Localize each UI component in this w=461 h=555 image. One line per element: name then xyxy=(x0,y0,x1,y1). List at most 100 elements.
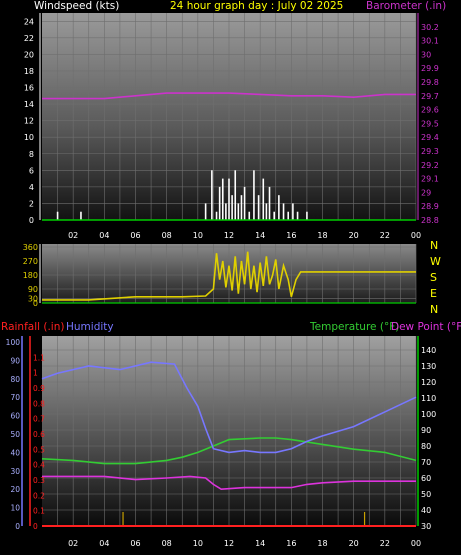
wind-xtick-20: 20 xyxy=(349,231,359,240)
humidity-ytick-90: 90 xyxy=(10,356,20,365)
rain-ytick-0.3: 0.3 xyxy=(33,476,45,485)
wind-ytick-4: 4 xyxy=(29,183,34,192)
humidity-ytick-0: 0 xyxy=(15,522,20,531)
wind-direction-line xyxy=(42,251,416,301)
wind-ytick-12: 12 xyxy=(24,117,34,126)
chart-title: 24 hour graph day : July 02 2025 xyxy=(170,0,343,12)
baro-ytick-29.8: 29.8 xyxy=(421,78,439,87)
series-layer xyxy=(41,92,417,527)
temp-xtick-22: 22 xyxy=(380,539,390,548)
baro-ytick-30.1: 30.1 xyxy=(421,37,439,46)
wind-xtick-06: 06 xyxy=(130,231,140,240)
temp-xtick-18: 18 xyxy=(317,539,327,548)
rain-ytick-0.1: 0.1 xyxy=(33,507,45,516)
wind-xtick-22: 22 xyxy=(380,231,390,240)
temp-ytick-60: 60 xyxy=(421,474,431,483)
wind-ytick-0: 0 xyxy=(29,216,34,225)
humidity-ytick-40: 40 xyxy=(10,448,20,457)
direction-ytick-180: 180 xyxy=(23,271,38,280)
humidity-ytick-20: 20 xyxy=(10,485,20,494)
baro-ytick-29.9: 29.9 xyxy=(421,64,439,73)
wind-xtick-18: 18 xyxy=(317,231,327,240)
rain-ytick-0.4: 0.4 xyxy=(33,461,45,470)
temperature-line xyxy=(41,437,417,465)
direction-ytick-90: 90 xyxy=(28,285,38,294)
rain-ytick-1.1: 1.1 xyxy=(33,353,45,362)
direction-label-n-top: N xyxy=(430,239,438,252)
rain-ytick-0: 0 xyxy=(33,522,38,531)
temp-xtick-20: 20 xyxy=(349,539,359,548)
wind-xtick-00: 00 xyxy=(411,231,421,240)
baro-ytick-29.1: 29.1 xyxy=(421,175,439,184)
rain-ytick-1: 1 xyxy=(33,369,38,378)
wind-ytick-24: 24 xyxy=(24,17,34,26)
temp-ytick-140: 140 xyxy=(421,346,436,355)
temp-xtick-08: 08 xyxy=(162,539,172,548)
temp-xtick-02: 02 xyxy=(68,539,78,548)
dew-point-axis-title: Dew Point (°F) xyxy=(391,321,461,333)
temp-xtick-12: 12 xyxy=(224,539,234,548)
humidity-axis-title: Humidity xyxy=(66,321,114,333)
temp-xtick-06: 06 xyxy=(130,539,140,548)
wind-ytick-2: 2 xyxy=(29,199,34,208)
baro-ytick-29.6: 29.6 xyxy=(421,106,439,115)
baro-ytick-29.7: 29.7 xyxy=(421,92,439,101)
direction-ytick-30: 30 xyxy=(28,294,38,303)
wind-xtick-14: 14 xyxy=(255,231,265,240)
barometer-line xyxy=(42,92,416,100)
wind-ytick-14: 14 xyxy=(24,100,34,109)
humidity-ytick-100: 100 xyxy=(6,338,21,347)
windspeed-axis-title: Windspeed (kts) xyxy=(34,0,119,12)
baro-ytick-29: 29 xyxy=(421,188,431,197)
wind-ytick-10: 10 xyxy=(24,133,34,142)
wind-xtick-08: 08 xyxy=(162,231,172,240)
temp-xtick-10: 10 xyxy=(193,539,203,548)
wind-xtick-02: 02 xyxy=(68,231,78,240)
baro-ytick-29.5: 29.5 xyxy=(421,119,439,128)
direction-ytick-270: 270 xyxy=(23,257,38,266)
humidity-ytick-80: 80 xyxy=(10,375,20,384)
humidity-ytick-70: 70 xyxy=(10,393,20,402)
temp-ytick-90: 90 xyxy=(421,426,431,435)
wind-ytick-20: 20 xyxy=(24,50,34,59)
direction-label-e: E xyxy=(430,287,437,300)
temp-xtick-04: 04 xyxy=(99,539,109,548)
dew-point-line xyxy=(42,475,416,491)
direction-label-n-bottom: N xyxy=(430,303,438,316)
rain-ytick-0.5: 0.5 xyxy=(33,445,45,454)
baro-ytick-29.2: 29.2 xyxy=(421,161,439,170)
humidity-ytick-30: 30 xyxy=(10,467,20,476)
humidity-ytick-50: 50 xyxy=(10,430,20,439)
temp-ytick-110: 110 xyxy=(421,394,436,403)
baro-ytick-30: 30 xyxy=(421,50,431,59)
wind-xtick-10: 10 xyxy=(193,231,203,240)
direction-label-w: W xyxy=(430,255,441,268)
baro-ytick-28.9: 28.9 xyxy=(421,202,439,211)
baro-ytick-30.2: 30.2 xyxy=(421,23,439,32)
baro-ytick-28.8: 28.8 xyxy=(421,216,439,225)
grid-lines xyxy=(42,13,417,527)
baro-ytick-29.4: 29.4 xyxy=(421,133,439,142)
direction-ytick-360: 360 xyxy=(23,243,38,252)
axis-layer: 02468101214161820222428.828.92929.129.22… xyxy=(6,13,439,548)
humidity-ytick-10: 10 xyxy=(10,504,20,513)
rain-ytick-0.6: 0.6 xyxy=(33,430,45,439)
rain-ytick-0.2: 0.2 xyxy=(33,491,45,500)
baro-ytick-29.3: 29.3 xyxy=(421,147,439,156)
temp-xtick-14: 14 xyxy=(255,539,265,548)
temp-ytick-70: 70 xyxy=(421,458,431,467)
temp-ytick-130: 130 xyxy=(421,362,436,371)
temp-xtick-16: 16 xyxy=(286,539,296,548)
temp-ytick-100: 100 xyxy=(421,410,436,419)
direction-label-s: S xyxy=(430,271,437,284)
wind-ytick-18: 18 xyxy=(24,67,34,76)
temp-ytick-80: 80 xyxy=(421,442,431,451)
humidity-line xyxy=(41,361,417,454)
wind-ytick-8: 8 xyxy=(29,150,34,159)
wind-xtick-04: 04 xyxy=(99,231,109,240)
temp-ytick-40: 40 xyxy=(421,506,431,515)
wind-xtick-12: 12 xyxy=(224,231,234,240)
humidity-ytick-60: 60 xyxy=(10,412,20,421)
rain-ytick-0.7: 0.7 xyxy=(33,415,45,424)
